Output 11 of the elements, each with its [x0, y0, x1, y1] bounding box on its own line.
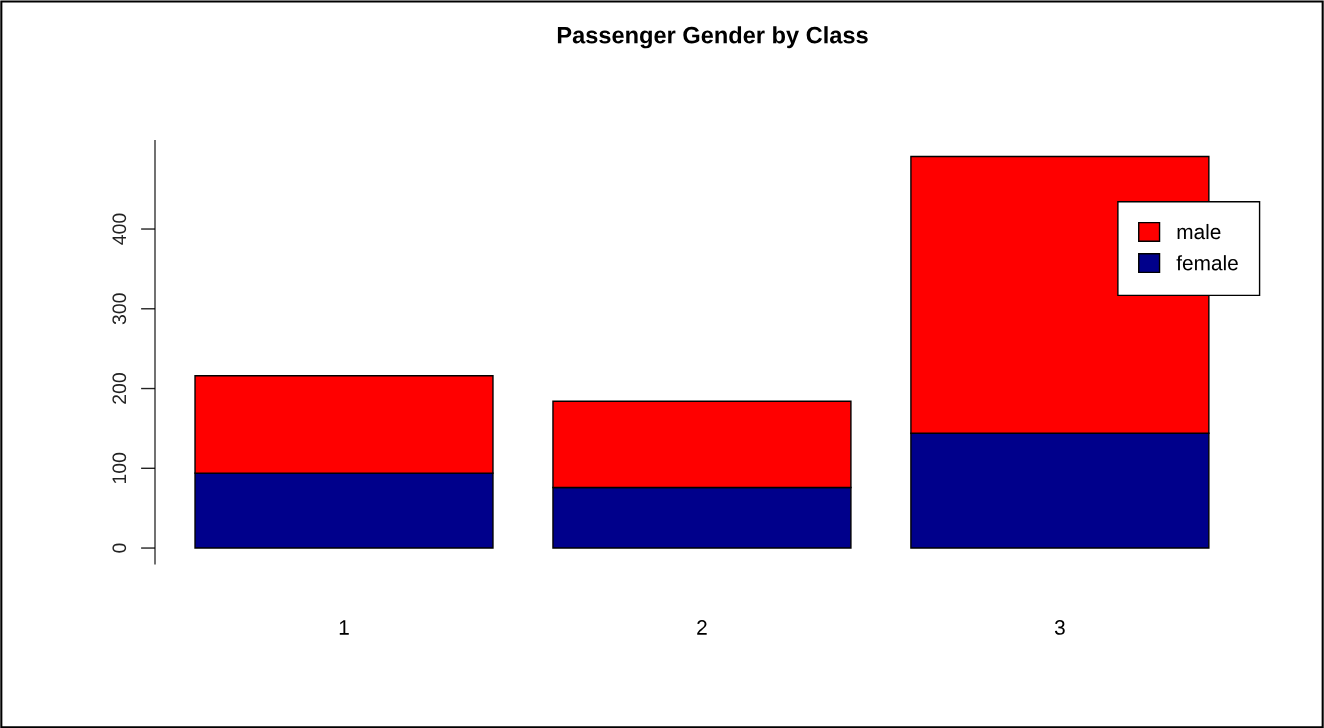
- y-tick-label: 400: [112, 213, 127, 245]
- y-tick-label: 300: [112, 293, 127, 325]
- x-tick-label: 2: [697, 620, 707, 635]
- y-tick-label: 0: [112, 543, 127, 553]
- x-tick-label: 3: [1054, 620, 1065, 635]
- y-tick-label: 100: [112, 452, 127, 484]
- legend-label: male: [1177, 223, 1221, 240]
- legend-label: female: [1176, 255, 1238, 271]
- chart-title: Passenger Gender by Class: [557, 26, 868, 49]
- x-tick-label: 1: [339, 620, 349, 635]
- y-tick-label: 200: [112, 373, 127, 404]
